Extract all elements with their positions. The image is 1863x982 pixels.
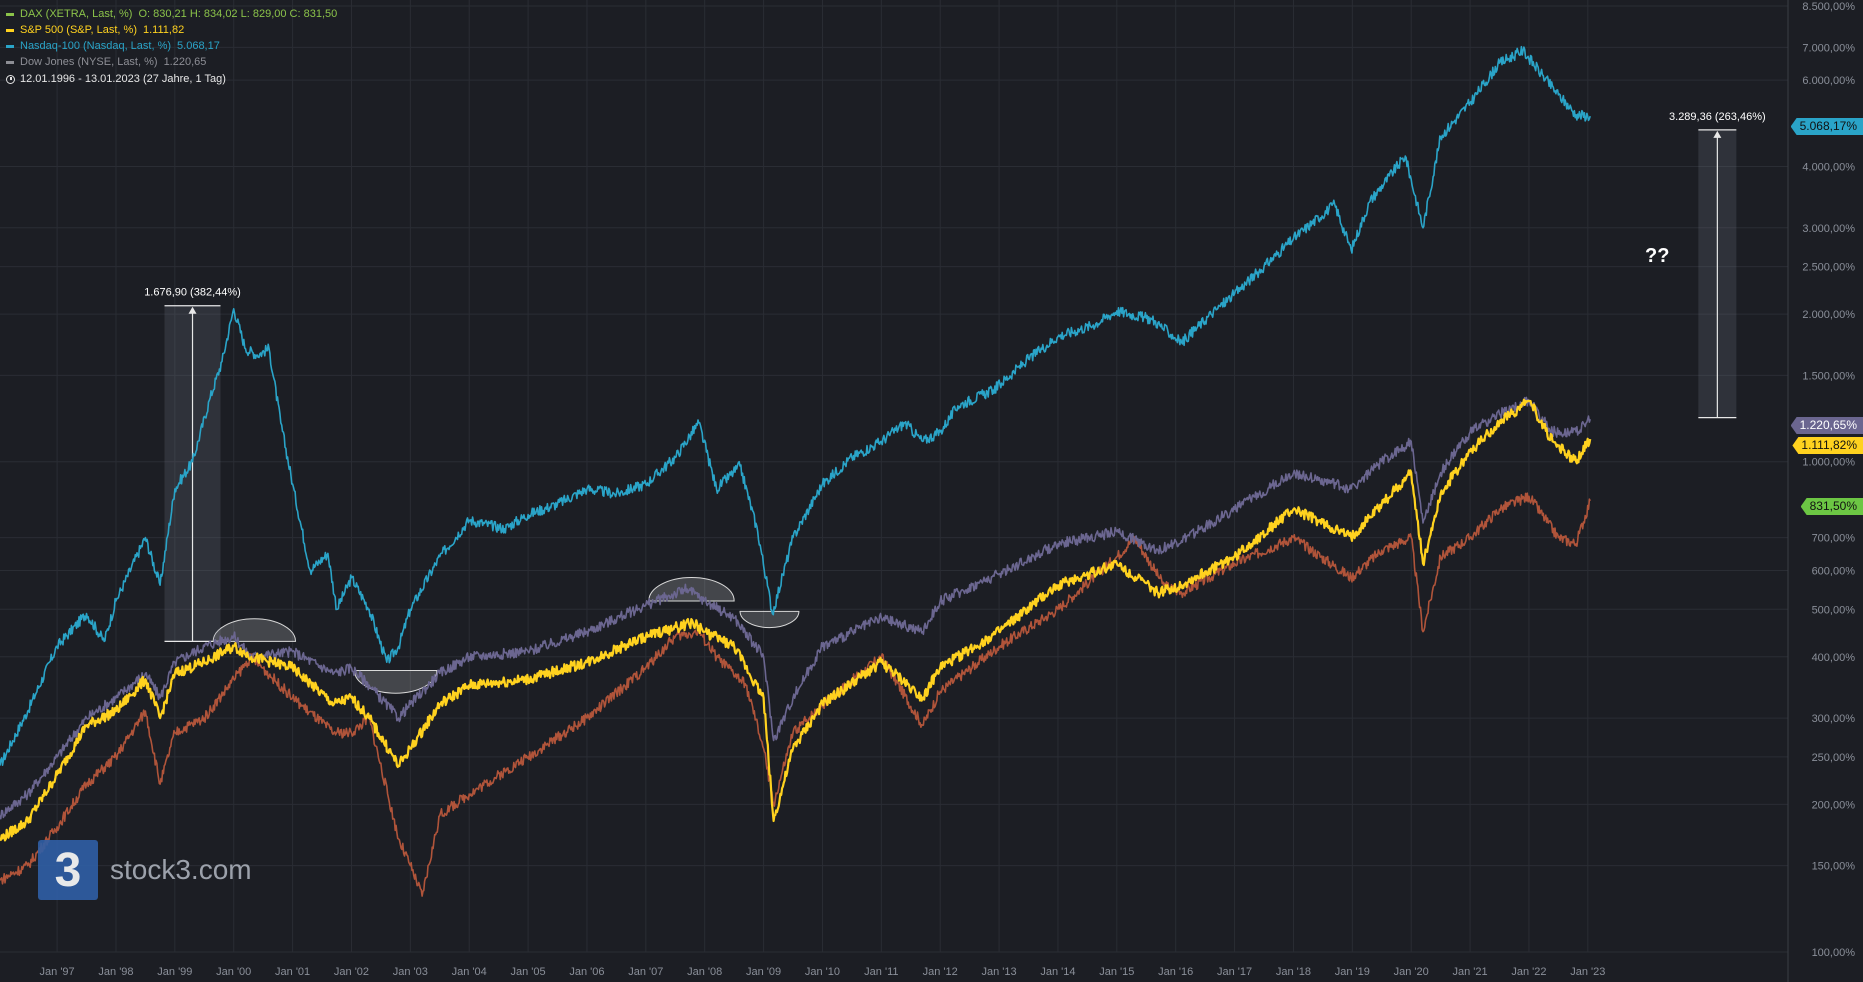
x-tick-label: Jan '98 [98, 966, 133, 978]
x-tick-label: Jan '21 [1453, 966, 1488, 978]
series-dow-jones[interactable] [0, 396, 1591, 820]
price-tag-nasdaq: 5.068,17% [1790, 118, 1863, 135]
x-tick-label: Jan '02 [334, 966, 369, 978]
x-tick-label: Jan '99 [157, 966, 192, 978]
legend-sp500-value: 1.111,82 [143, 24, 185, 36]
sp500-swatch [6, 28, 14, 32]
x-tick-label: Jan '03 [393, 966, 428, 978]
y-tick-label: 700,00% [1812, 533, 1856, 545]
x-tick-label: Jan '20 [1394, 966, 1429, 978]
x-tick-label: Jan '05 [511, 966, 546, 978]
legend-dow-name: Dow Jones (NYSE, Last, %) [20, 56, 158, 68]
legend-sp500-name: S&P 500 (S&P, Last, %) [20, 24, 137, 36]
legend-sp500[interactable]: S&P 500 (S&P, Last, %) 1.111,82 [6, 22, 337, 38]
series-sp-500[interactable] [0, 398, 1592, 842]
y-tick-label: 300,00% [1812, 713, 1856, 725]
legend-nasdaq-name: Nasdaq-100 (Nasdaq, Last, %) [20, 40, 172, 52]
x-tick-label: Jan '08 [687, 966, 722, 978]
y-tick-label: 250,00% [1812, 752, 1856, 764]
y-tick-label: 1.000,00% [1802, 457, 1855, 469]
legend: DAX (XETRA, Last, %) O: 830,21 H: 834,02… [6, 6, 337, 87]
x-tick-label: Jan '13 [982, 966, 1017, 978]
arrow-up-icon [188, 306, 197, 314]
question-annotation: ?? [1645, 245, 1670, 267]
y-tick-label: 100,00% [1812, 947, 1856, 959]
x-tick-label: Jan '18 [1276, 966, 1311, 978]
y-tick-label: 7.000,00% [1802, 42, 1855, 54]
x-tick-label: Jan '06 [569, 966, 604, 978]
y-tick-label: 8.500,00% [1802, 1, 1855, 13]
legend-dax[interactable]: DAX (XETRA, Last, %) O: 830,21 H: 834,02… [6, 6, 337, 22]
x-tick-label: Jan '14 [1040, 966, 1075, 978]
series-nasdaq-100[interactable] [0, 45, 1591, 766]
measure-label: 3.289,36 (263,46%) [1669, 111, 1766, 123]
legend-nasdaq[interactable]: Nasdaq-100 (Nasdaq, Last, %) 5.068,17 [6, 38, 337, 54]
x-tick-label: Jan '09 [746, 966, 781, 978]
y-tick-label: 1.500,00% [1802, 370, 1855, 382]
y-tick-label: 200,00% [1812, 799, 1856, 811]
x-tick-label: Jan '12 [923, 966, 958, 978]
x-tick-label: Jan '04 [452, 966, 487, 978]
y-tick-label: 500,00% [1812, 604, 1856, 616]
y-tick-label: 150,00% [1812, 861, 1856, 873]
y-tick-label: 400,00% [1812, 652, 1856, 664]
date-range: 12.01.1996 - 13.01.2023 (27 Jahre, 1 Tag… [6, 71, 337, 87]
legend-dow[interactable]: Dow Jones (NYSE, Last, %) 1.220,65 [6, 54, 337, 70]
measure-label: 1.676,90 (382,44%) [144, 287, 241, 299]
x-tick-label: Jan '01 [275, 966, 310, 978]
legend-dax-name: DAX (XETRA, Last, %) [20, 8, 133, 20]
price-tag-sp500: 1.111,82% [1792, 437, 1863, 454]
x-tick-label: Jan '22 [1511, 966, 1546, 978]
x-tick-label: Jan '10 [805, 966, 840, 978]
x-tick-label: Jan '16 [1158, 966, 1193, 978]
nasdaq-swatch [6, 44, 14, 48]
dow-swatch [6, 60, 14, 64]
legend-dax-ohlc: O: 830,21 H: 834,02 L: 829,00 C: 831,50 [138, 8, 338, 20]
price-tag-dax: 831,50% [1800, 498, 1863, 515]
legend-nasdaq-value: 5.068,17 [177, 40, 220, 52]
highlight-arc [739, 610, 800, 629]
price-tag-dow: 1.220,65% [1790, 417, 1863, 434]
x-tick-label: Jan '00 [216, 966, 251, 978]
x-tick-label: Jan '07 [628, 966, 663, 978]
date-range-text: 12.01.1996 - 13.01.2023 (27 Jahre, 1 Tag… [20, 73, 226, 85]
y-tick-label: 2.000,00% [1802, 309, 1855, 321]
y-tick-label: 2.500,00% [1802, 262, 1855, 274]
y-tick-label: 4.000,00% [1802, 162, 1855, 174]
dax-swatch [6, 12, 14, 16]
y-tick-label: 3.000,00% [1802, 223, 1855, 235]
arrow-up-icon [1713, 130, 1722, 138]
logo-text: stock3.com [110, 854, 252, 885]
x-tick-label: Jan '97 [40, 966, 75, 978]
y-tick-label: 6.000,00% [1802, 75, 1855, 87]
logo-mark: 3 [38, 840, 98, 900]
y-tick-label: 600,00% [1812, 565, 1856, 577]
legend-dow-value: 1.220,65 [163, 56, 207, 68]
x-tick-label: Jan '17 [1217, 966, 1252, 978]
x-tick-label: Jan '19 [1335, 966, 1370, 978]
x-tick-label: Jan '23 [1570, 966, 1605, 978]
clock-icon [6, 74, 15, 84]
x-tick-label: Jan '15 [1099, 966, 1134, 978]
series-dax[interactable] [0, 492, 1591, 897]
x-tick-label: Jan '11 [864, 966, 898, 978]
watermark-logo: 3 stock3.com [38, 840, 252, 900]
